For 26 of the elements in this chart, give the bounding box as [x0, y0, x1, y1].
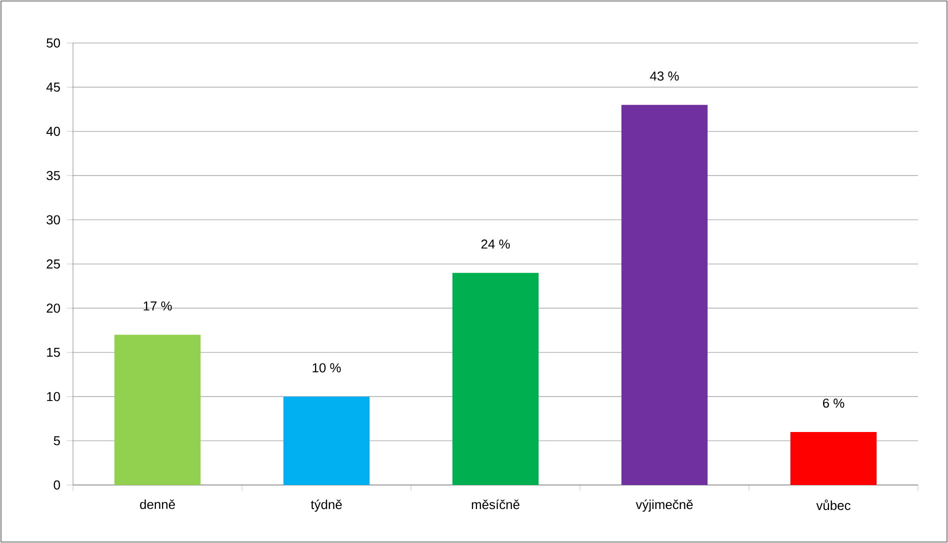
bar	[452, 272, 539, 485]
y-tick-label: 25	[46, 259, 60, 269]
y-tick-label: 35	[46, 170, 60, 180]
bar	[621, 104, 708, 485]
y-tick-label: 45	[46, 82, 60, 92]
y-tick-label: 10	[47, 392, 60, 402]
y-tick-label: 5	[54, 436, 60, 446]
bar	[790, 432, 877, 485]
x-tick-label: týdně	[310, 500, 342, 512]
bar	[114, 334, 201, 485]
data-label: 17 %	[144, 301, 172, 311]
y-tick-label: 50	[46, 38, 60, 48]
data-label: 24 %	[481, 240, 510, 249]
y-tick-label: 0	[54, 480, 60, 490]
y-tick-label: 30	[46, 215, 60, 224]
x-tick-label: vůbec	[816, 500, 850, 510]
data-label: 6 %	[823, 398, 844, 408]
x-tick-label: měsíčně	[472, 500, 520, 510]
y-tick-label: 15	[47, 348, 60, 357]
y-tick-label: 20	[46, 304, 60, 313]
y-tick-label: 40	[46, 126, 60, 136]
bar	[283, 396, 370, 485]
data-label: 10 %	[312, 363, 341, 372]
x-tick-label: denně	[140, 499, 175, 510]
x-tick-label: výjimečně	[636, 500, 693, 512]
data-label: 43 %	[650, 71, 679, 81]
